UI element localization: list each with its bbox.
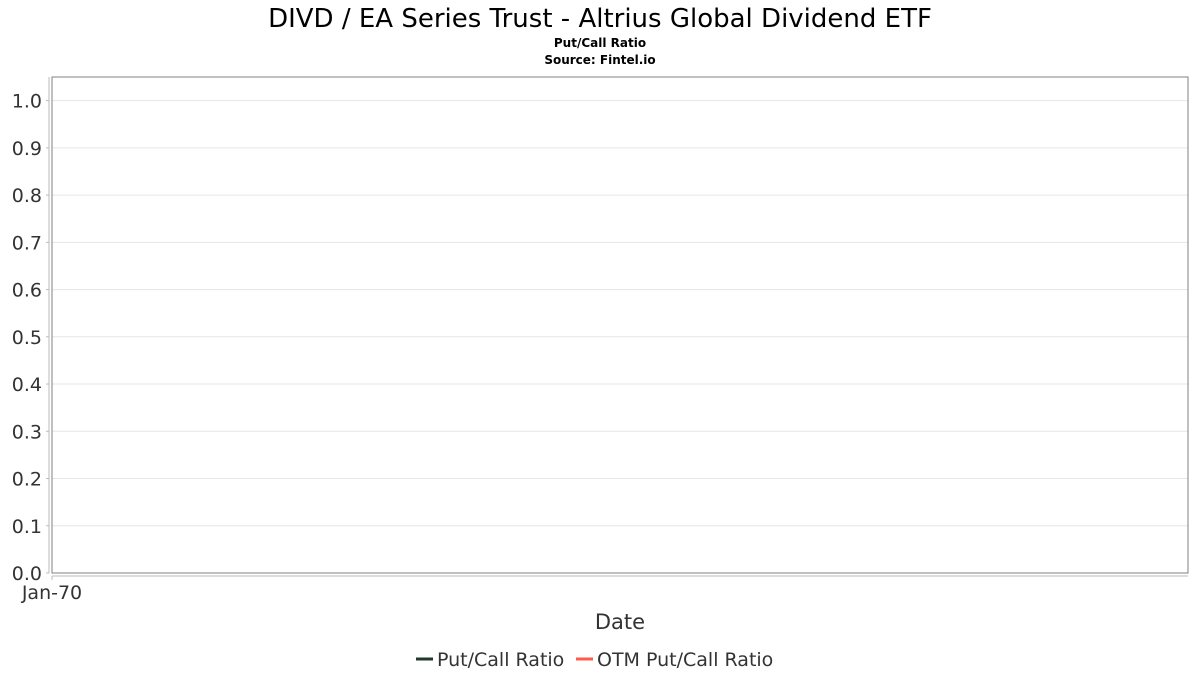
y-tick-label: 1.0 (12, 91, 42, 113)
y-tick-label: 0.4 (12, 374, 42, 396)
legend-label-otm-put-call-ratio: OTM Put/Call Ratio (597, 649, 773, 671)
chart-title: DIVD / EA Series Trust - Altrius Global … (268, 4, 932, 34)
x-axis-ticks: Jan-70 (21, 576, 82, 604)
x-axis-label: Date (595, 610, 645, 634)
y-tick-label: 0.9 (12, 138, 42, 160)
y-tick-label: 0.1 (12, 516, 42, 538)
y-tick-label: 0.5 (12, 327, 42, 349)
y-tick-label: 0.2 (12, 469, 42, 491)
y-tick-label: 0.3 (12, 421, 42, 443)
legend-label-put-call-ratio: Put/Call Ratio (437, 649, 564, 671)
chart-subtitle: Put/Call Ratio (554, 36, 646, 50)
y-tick-label: 0.8 (12, 185, 42, 207)
y-tick-label: 0.0 (12, 563, 42, 585)
chart-source: Source: Fintel.io (544, 53, 655, 67)
y-axis-ticks: 0.0 0.1 0.2 0.3 0.4 0.5 0.6 0.7 0.8 0.9 1.0 (12, 91, 49, 585)
legend: Put/Call Ratio OTM Put/Call Ratio (416, 649, 773, 671)
gridlines (52, 100, 1188, 527)
x-tick-label: Jan-70 (21, 582, 82, 604)
y-tick-label: 0.7 (12, 232, 42, 254)
plot-area (51, 76, 1189, 574)
y-tick-label: 0.6 (12, 280, 42, 302)
